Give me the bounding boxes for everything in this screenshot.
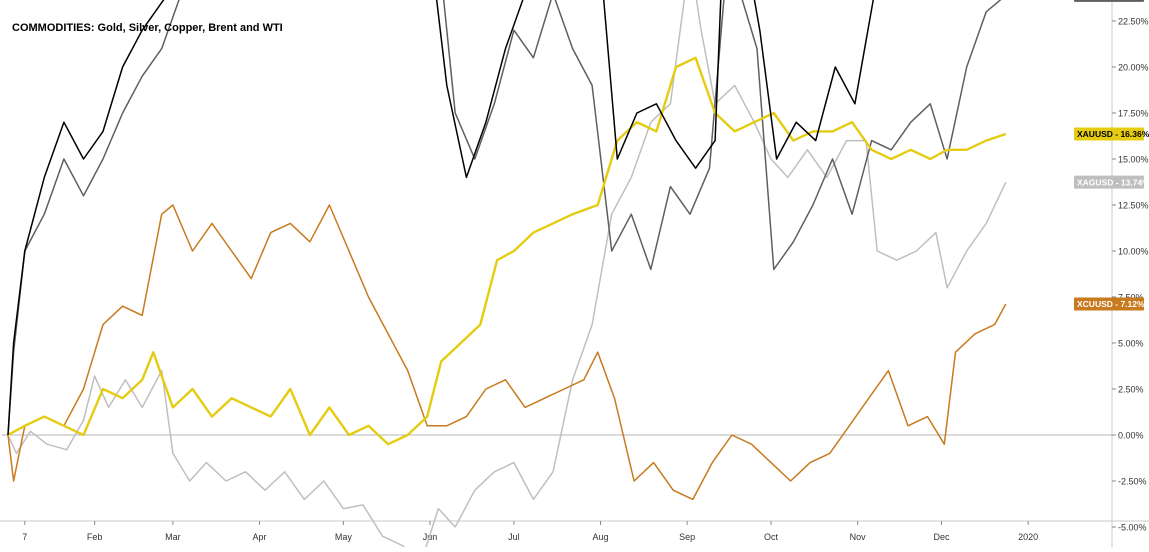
series-line-bcousd	[7, 0, 1002, 436]
series-line-xagusd	[7, 0, 1007, 552]
x-tick-label: Sep	[679, 532, 695, 542]
series-label-text-xauusd: XAUUSD - 16.36%	[1077, 129, 1149, 139]
y-tick-label: 0.00%	[1118, 431, 1144, 441]
x-tick-label: Dec	[934, 532, 951, 542]
series-label-badge-xagusd	[1074, 175, 1144, 189]
series-line-xauusd	[7, 56, 1007, 446]
series-label-badge-xcuusd	[1074, 297, 1144, 311]
y-tick-label: 22.50%	[1118, 17, 1149, 27]
series-label-badge-xauusd	[1074, 127, 1144, 141]
x-tick-label: Apr	[253, 532, 267, 542]
series-line-xcuusd	[7, 204, 1007, 501]
series-line-wticousd	[7, 0, 874, 436]
y-tick-label: 12.50%	[1118, 201, 1149, 211]
x-tick-label: Nov	[850, 532, 867, 542]
series-label-text-xcuusd: XCUUSD - 7.12%	[1077, 299, 1145, 309]
x-tick-label: Feb	[87, 532, 103, 542]
x-tick-label: Oct	[764, 532, 779, 542]
x-tick-label: Mar	[165, 532, 181, 542]
y-tick-label: 2.50%	[1118, 385, 1144, 395]
x-tick-label: May	[335, 532, 353, 542]
x-tick-label: Aug	[593, 532, 609, 542]
y-tick-label: 20.00%	[1118, 63, 1149, 73]
y-tick-label: 10.00%	[1118, 247, 1149, 257]
y-tick-label: 5.00%	[1118, 339, 1144, 349]
x-tick-label: 2020	[1018, 532, 1038, 542]
x-tick-label: 7	[22, 532, 27, 542]
y-tick-label: 17.50%	[1118, 109, 1149, 119]
x-tick-label: Jul	[508, 532, 520, 542]
series-label-text-bcousd: BCOUSD - 23.89%	[1077, 0, 1149, 1]
series-label-text-xagusd: XAGUSD - 13.74%	[1077, 177, 1149, 187]
chart-title: COMMODITIES: Gold, Silver, Copper, Brent…	[12, 22, 283, 34]
series-label-badge-bcousd	[1074, 0, 1144, 2]
y-tick-label: -5.00%	[1118, 523, 1147, 533]
x-tick-label: Jun	[423, 532, 438, 542]
y-tick-label: 15.00%	[1118, 155, 1149, 165]
y-tick-label: -2.50%	[1118, 477, 1147, 487]
